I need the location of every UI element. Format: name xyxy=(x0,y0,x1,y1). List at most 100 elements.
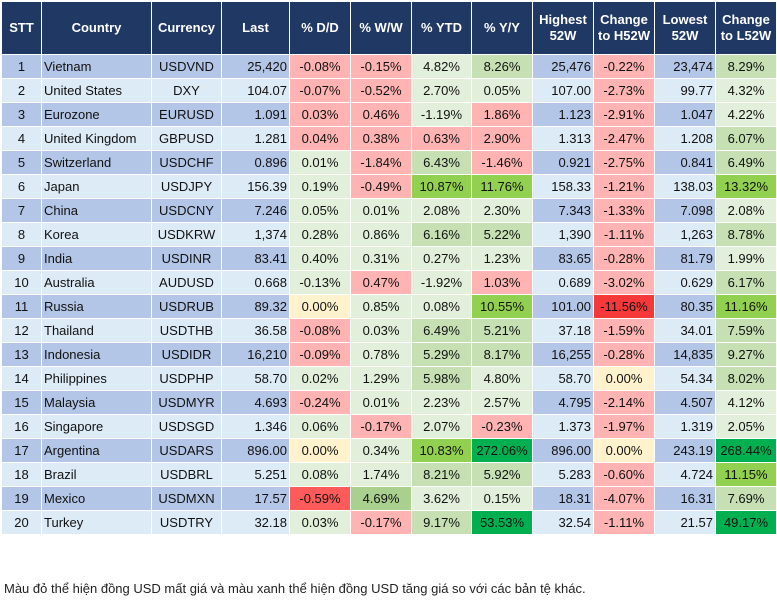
cell-pct-ww: 0.34% xyxy=(350,438,412,463)
cell-change-to-l52w: 6.49% xyxy=(715,150,777,175)
table-row: 18 Brazil USDBRL 5.251 0.08% 1.74% 8.21% 5.92% 5… xyxy=(1,462,777,487)
cell-last: 156.39 xyxy=(221,174,290,199)
cell-pct-dd: 0.05% xyxy=(289,198,351,223)
cell-stt: 4 xyxy=(1,126,42,151)
cell-pct-ww: 0.31% xyxy=(350,246,412,271)
cell-change-to-l52w: 7.69% xyxy=(715,486,777,511)
cell-pct-yy: 1.03% xyxy=(471,270,533,295)
cell-change-to-l52w: 13.32% xyxy=(715,174,777,199)
cell-highest-52w: 158.33 xyxy=(532,174,594,199)
cell-highest-52w: 107.00 xyxy=(532,78,594,103)
cell-change-to-h52w: -1.11% xyxy=(593,510,655,535)
cell-country: Eurozone xyxy=(41,102,152,127)
header-pct-ytd: % YTD xyxy=(411,1,472,55)
table-row: 12 Thailand USDTHB 36.58 -0.08% 0.03% 6.49% 5.2… xyxy=(1,318,777,343)
cell-stt: 13 xyxy=(1,342,42,367)
cell-country: Russia xyxy=(41,294,152,319)
cell-pct-dd: 0.40% xyxy=(289,246,351,271)
cell-pct-dd: -0.13% xyxy=(289,270,351,295)
cell-country: Brazil xyxy=(41,462,152,487)
cell-pct-ytd: 5.98% xyxy=(411,366,472,391)
cell-pct-yy: 5.22% xyxy=(471,222,533,247)
cell-currency: DXY xyxy=(151,78,222,103)
cell-pct-yy: 2.90% xyxy=(471,126,533,151)
table-row: 3 Eurozone EURUSD 1.091 0.03% 0.46% -1.19% 1.86… xyxy=(1,102,777,127)
cell-stt: 8 xyxy=(1,222,42,247)
cell-pct-yy: 10.55% xyxy=(471,294,533,319)
cell-pct-yy: 8.17% xyxy=(471,342,533,367)
cell-stt: 14 xyxy=(1,366,42,391)
cell-change-to-h52w: 0.00% xyxy=(593,438,655,463)
cell-pct-ytd: 8.21% xyxy=(411,462,472,487)
header-last: Last xyxy=(221,1,290,55)
cell-lowest-52w: 23,474 xyxy=(654,54,716,79)
cell-pct-dd: 0.06% xyxy=(289,414,351,439)
cell-highest-52w: 1.373 xyxy=(532,414,594,439)
cell-pct-ytd: -1.92% xyxy=(411,270,472,295)
cell-highest-52w: 83.65 xyxy=(532,246,594,271)
cell-lowest-52w: 14,835 xyxy=(654,342,716,367)
cell-pct-ytd: 0.27% xyxy=(411,246,472,271)
footnote: Màu đỏ thể hiện đồng USD mất giá và màu … xyxy=(4,581,586,596)
cell-country: India xyxy=(41,246,152,271)
cell-pct-ytd: 5.29% xyxy=(411,342,472,367)
cell-country: Turkey xyxy=(41,510,152,535)
cell-currency: USDIDR xyxy=(151,342,222,367)
cell-stt: 20 xyxy=(1,510,42,535)
cell-change-to-h52w: -1.21% xyxy=(593,174,655,199)
cell-change-to-h52w: -1.59% xyxy=(593,318,655,343)
table-row: 2 United States DXY 104.07 -0.07% -0.52% 2.70%… xyxy=(1,78,777,103)
cell-currency: USDVND xyxy=(151,54,222,79)
header-stt: STT xyxy=(1,1,42,55)
cell-change-to-h52w: -2.14% xyxy=(593,390,655,415)
cell-pct-ww: -0.49% xyxy=(350,174,412,199)
table-row: 8 Korea USDKRW 1,374 0.28% 0.86% 6.16% 5.22% 1,3… xyxy=(1,222,777,247)
header-pct-dd: % D/D xyxy=(289,1,351,55)
cell-pct-dd: 0.28% xyxy=(289,222,351,247)
cell-last: 25,420 xyxy=(221,54,290,79)
table-row: 6 Japan USDJPY 156.39 0.19% -0.49% 10.87% 11.76… xyxy=(1,174,777,199)
cell-country: Switzerland xyxy=(41,150,152,175)
cell-pct-dd: -0.08% xyxy=(289,54,351,79)
cell-change-to-l52w: 6.07% xyxy=(715,126,777,151)
cell-change-to-l52w: 4.22% xyxy=(715,102,777,127)
cell-pct-dd: -0.07% xyxy=(289,78,351,103)
cell-change-to-l52w: 2.08% xyxy=(715,198,777,223)
cell-lowest-52w: 138.03 xyxy=(654,174,716,199)
cell-pct-dd: 0.00% xyxy=(289,294,351,319)
cell-pct-dd: 0.08% xyxy=(289,462,351,487)
cell-pct-ytd: 2.70% xyxy=(411,78,472,103)
cell-change-to-h52w: -0.28% xyxy=(593,342,655,367)
table-row: 5 Switzerland USDCHF 0.896 0.01% -1.84% 6.43% -… xyxy=(1,150,777,175)
cell-lowest-52w: 81.79 xyxy=(654,246,716,271)
cell-pct-dd: 0.03% xyxy=(289,102,351,127)
cell-change-to-h52w: -2.75% xyxy=(593,150,655,175)
cell-highest-52w: 0.921 xyxy=(532,150,594,175)
cell-change-to-h52w: -0.28% xyxy=(593,246,655,271)
cell-stt: 6 xyxy=(1,174,42,199)
cell-pct-ytd: 4.82% xyxy=(411,54,472,79)
cell-pct-dd: 0.02% xyxy=(289,366,351,391)
cell-pct-ww: -0.17% xyxy=(350,414,412,439)
cell-stt: 16 xyxy=(1,414,42,439)
cell-pct-ww: -1.84% xyxy=(350,150,412,175)
cell-currency: EURUSD xyxy=(151,102,222,127)
cell-pct-yy: -1.46% xyxy=(471,150,533,175)
table-row: 7 China USDCNY 7.246 0.05% 0.01% 2.08% 2.30% 7.3… xyxy=(1,198,777,223)
cell-pct-yy: 1.23% xyxy=(471,246,533,271)
cell-country: Singapore xyxy=(41,414,152,439)
cell-currency: USDTRY xyxy=(151,510,222,535)
header-country: Country xyxy=(41,1,152,55)
cell-currency: USDCHF xyxy=(151,150,222,175)
cell-currency: USDKRW xyxy=(151,222,222,247)
cell-country: Mexico xyxy=(41,486,152,511)
cell-highest-52w: 1,390 xyxy=(532,222,594,247)
cell-country: Argentina xyxy=(41,438,152,463)
cell-pct-ww: -0.17% xyxy=(350,510,412,535)
cell-stt: 11 xyxy=(1,294,42,319)
cell-pct-yy: 4.80% xyxy=(471,366,533,391)
table-row: 13 Indonesia USDIDR 16,210 -0.09% 0.78% 5.29% 8… xyxy=(1,342,777,367)
cell-pct-yy: 5.21% xyxy=(471,318,533,343)
cell-country: Malaysia xyxy=(41,390,152,415)
cell-change-to-h52w: -1.33% xyxy=(593,198,655,223)
